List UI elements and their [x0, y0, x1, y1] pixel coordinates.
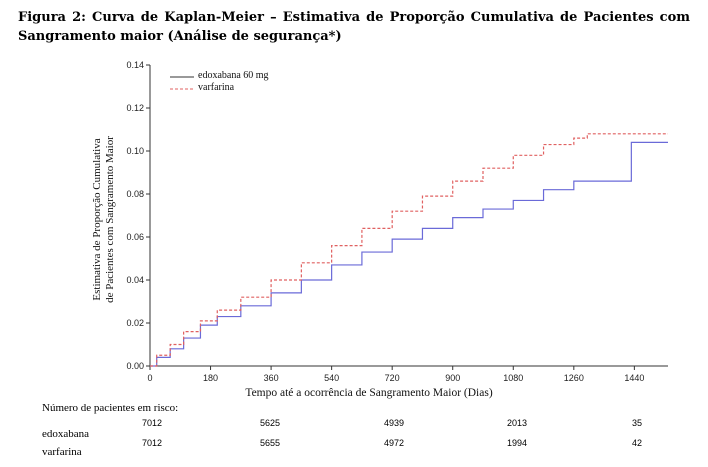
risk-table-title: Número de pacientes em risco: [42, 402, 179, 414]
x-tick-label: 360 [264, 373, 279, 383]
risk-row-label-varfarina: varfarina [42, 446, 82, 458]
x-tick-label: 180 [203, 373, 218, 383]
risk-value: 35 [631, 418, 643, 428]
risk-value: 4939 [383, 418, 405, 428]
y-tick-label: 0.00 [126, 361, 144, 371]
y-tick-label: 0.04 [126, 275, 144, 285]
x-tick-label: 720 [385, 373, 400, 383]
x-tick-label: 900 [445, 373, 460, 383]
risk-value: 2013 [506, 418, 528, 428]
risk-row-label-edoxabana: edoxabana [42, 428, 90, 440]
risk-value: 5625 [259, 418, 281, 428]
y-tick-label: 0.06 [126, 232, 144, 242]
figure-caption: Figura 2: Curva de Kaplan-Meier – Estima… [18, 8, 690, 46]
caption-line-1: Figura 2: Curva de Kaplan-Meier – Estima… [18, 10, 690, 25]
y-tick-label: 0.10 [126, 146, 144, 156]
legend-label: edoxabana 60 mg [198, 70, 269, 81]
risk-value: 7012 [141, 418, 163, 428]
y-tick-label: 0.08 [126, 189, 144, 199]
x-tick-label: 0 [147, 373, 152, 383]
y-tick-label: 0.02 [126, 318, 144, 328]
x-tick-label: 1260 [564, 373, 584, 383]
risk-value: 42 [631, 438, 643, 448]
risk-value: 1994 [506, 438, 528, 448]
x-tick-label: 1080 [503, 373, 523, 383]
y-tick-label: 0.12 [126, 103, 144, 113]
y-tick-label: 0.14 [126, 60, 144, 70]
kaplan-meier-chart: 0.00 0.02 0.04 0.06 0.08 0.10 0.12 0.14 0 180 360 5… [91, 60, 668, 399]
risk-value: 7012 [141, 438, 163, 448]
risk-value: 4972 [383, 438, 405, 448]
y-axis-label-line-1: Estimativa de Proporção Cumulativa [91, 138, 103, 300]
series-line-edoxabana [150, 141, 668, 367]
x-tick-label: 540 [324, 373, 339, 383]
x-axis-label: Tempo até a ocorrência de Sangramento Ma… [245, 387, 492, 399]
risk-value: 5655 [259, 438, 281, 448]
y-axis-label-line-2: de Pacientes com Sangramento Maior [104, 136, 116, 303]
series-line-varfarina [150, 133, 668, 367]
caption-line-2: Sangramento maior (Análise de segurança*… [18, 29, 342, 44]
x-tick-label: 1440 [624, 373, 644, 383]
legend-label: varfarina [198, 82, 235, 93]
